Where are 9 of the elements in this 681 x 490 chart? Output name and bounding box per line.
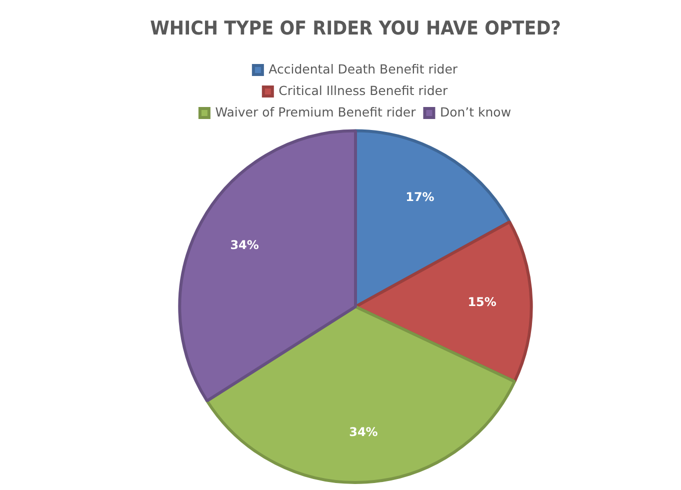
legend-label: Don’t know [440, 104, 512, 120]
legend-label: Critical Illness Benefit rider [278, 82, 448, 98]
data-label: 34% [349, 425, 378, 440]
chart-title: WHICH TYPE OF RIDER YOU HAVE OPTED? [150, 18, 561, 40]
data-label: 15% [468, 294, 496, 309]
data-label: 17% [406, 190, 434, 204]
legend-label: Waiver of Premium Benefit rider [215, 104, 417, 120]
legend-label: Accidental Death Benefit rider [268, 61, 458, 76]
data-label: 34% [230, 238, 259, 252]
